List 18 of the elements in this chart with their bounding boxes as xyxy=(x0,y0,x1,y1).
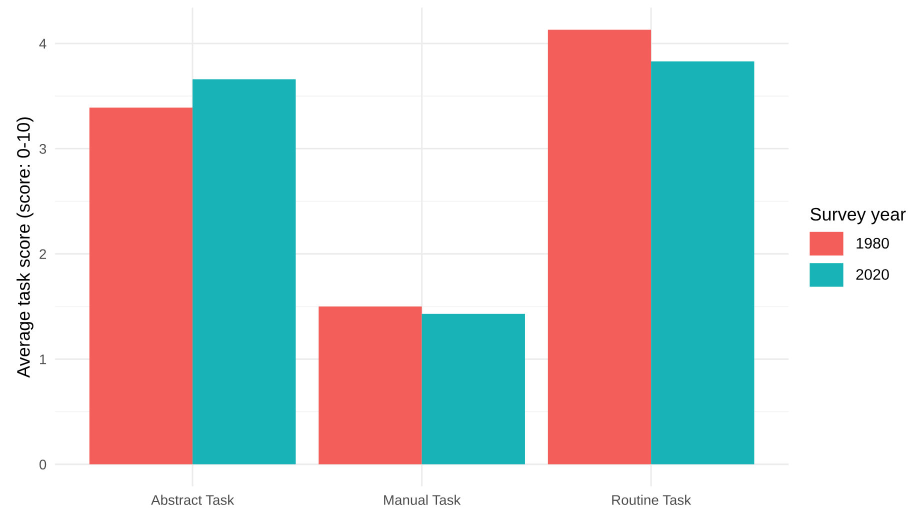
legend-label: 2020 xyxy=(856,269,889,280)
y-tick-label: 2 xyxy=(40,249,46,259)
bar xyxy=(89,108,193,464)
y-tick-label: 3 xyxy=(39,144,46,154)
y-tick-label: 4 xyxy=(39,38,46,48)
x-tick-label: Manual Task xyxy=(384,494,461,505)
bar xyxy=(318,306,422,464)
legend-label: 1980 xyxy=(856,238,889,249)
legend-title: Survey year xyxy=(810,208,906,224)
x-tick-label: Abstract Task xyxy=(151,494,234,505)
y-tick-label: 0 xyxy=(40,460,46,470)
bar xyxy=(548,30,652,464)
y-axis-title: Average task score (score: 0-10) xyxy=(16,117,34,378)
bar xyxy=(192,79,296,464)
bar xyxy=(651,61,754,464)
x-tick-label: Routine Task xyxy=(612,494,692,505)
bar xyxy=(422,314,525,464)
y-tick-label: 1 xyxy=(40,354,46,364)
